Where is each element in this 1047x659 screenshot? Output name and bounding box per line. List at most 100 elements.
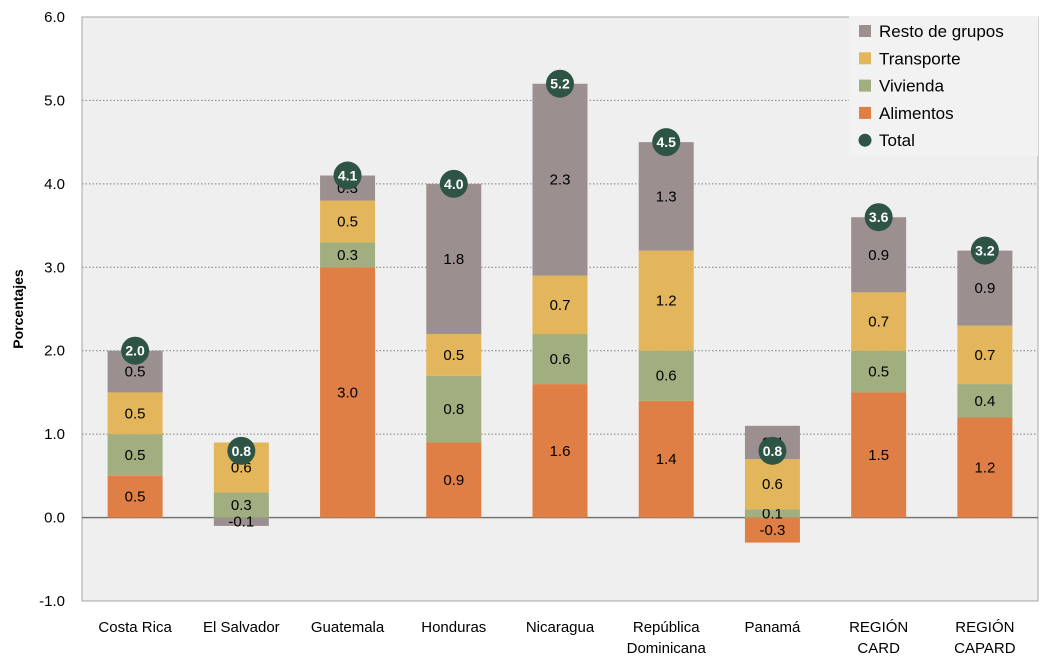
bar-segment xyxy=(320,242,376,268)
segment-label: -0.1 xyxy=(228,514,254,531)
segment-label: 0.6 xyxy=(656,368,677,385)
segment-label: 0.7 xyxy=(550,297,571,314)
bar-segment xyxy=(532,334,588,385)
y-tick-label: 3.0 xyxy=(44,259,65,276)
y-axis-title: Porcentajes xyxy=(10,269,26,349)
legend-swatch xyxy=(859,106,871,119)
x-category-label: REGIÓN xyxy=(849,619,908,636)
bar-segment xyxy=(213,517,269,526)
total-label: 0.8 xyxy=(232,443,252,459)
total-marker xyxy=(121,336,150,365)
bar-segment xyxy=(532,83,588,276)
total-label: 5.2 xyxy=(550,76,570,92)
bar-segment xyxy=(957,384,1013,418)
legend-swatch xyxy=(859,79,871,92)
total-marker xyxy=(439,169,468,198)
segment-label: 3.0 xyxy=(337,384,358,401)
bar-segment xyxy=(851,392,907,518)
total-label: 3.2 xyxy=(975,243,995,259)
segment-label: 0.3 xyxy=(231,497,252,514)
bar-segment xyxy=(851,350,907,393)
segment-label: 0.7 xyxy=(868,314,889,331)
legend-label: Transporte xyxy=(879,49,961,68)
legend-box xyxy=(849,16,1038,156)
segment-label: 0.5 xyxy=(125,489,146,506)
x-category-label: Costa Rica xyxy=(98,619,172,636)
x-category-label: República xyxy=(633,619,700,636)
bar-segment xyxy=(426,442,482,518)
bar-segment xyxy=(638,400,694,518)
bar-segment xyxy=(638,350,694,401)
bar-segment xyxy=(638,250,694,351)
total-marker xyxy=(758,436,787,465)
total-marker xyxy=(864,203,893,232)
bar-segment xyxy=(320,200,376,243)
x-category-label: CARD xyxy=(857,640,900,657)
bar-segment xyxy=(957,325,1013,385)
total-marker xyxy=(546,69,574,98)
legend-label: Total xyxy=(879,131,915,150)
segment-label: -0.3 xyxy=(760,522,786,539)
legend-label: Alimentos xyxy=(879,104,954,123)
total-label: 3.6 xyxy=(869,209,889,225)
bar-segment xyxy=(107,392,163,435)
segment-label: 0.5 xyxy=(125,405,146,422)
segment-label: 0.5 xyxy=(443,347,464,364)
y-tick-label: -1.0 xyxy=(39,593,65,610)
x-category-label: Guatemala xyxy=(311,619,385,636)
segment-label: 0.3 xyxy=(337,247,358,264)
bar-segment xyxy=(426,183,482,335)
total-label: 4.1 xyxy=(338,168,358,184)
segment-label: 1.6 xyxy=(550,443,571,460)
legend-label: Vivienda xyxy=(879,77,944,96)
segment-label: 1.5 xyxy=(868,447,889,464)
y-tick-label: 2.0 xyxy=(44,343,65,360)
y-tick-label: 4.0 xyxy=(44,176,65,193)
plot-border xyxy=(81,16,1039,602)
legend-swatch xyxy=(859,52,871,65)
y-tick-label: 0.0 xyxy=(44,510,65,527)
x-category-label: Panamá xyxy=(745,619,802,636)
x-category-label: Dominicana xyxy=(627,640,707,657)
bar-segment xyxy=(426,375,482,443)
total-marker xyxy=(333,161,362,190)
segment-label: 0.5 xyxy=(337,213,358,230)
y-tick-label: 6.0 xyxy=(44,9,65,26)
bar-segment xyxy=(213,492,269,518)
bar-segment xyxy=(107,475,163,518)
total-label: 4.5 xyxy=(656,134,676,150)
segment-label: 2.3 xyxy=(550,172,571,189)
bar-segment xyxy=(532,275,588,335)
bar-segment xyxy=(744,509,800,518)
segment-label: 1.4 xyxy=(656,451,677,468)
x-category-label: Honduras xyxy=(421,619,486,636)
x-category-label: Nicaragua xyxy=(526,619,595,636)
segment-label: 1.2 xyxy=(974,460,995,477)
segment-label: 0.5 xyxy=(868,364,889,381)
segment-label: 1.2 xyxy=(656,293,677,310)
segment-label: 1.3 xyxy=(656,188,677,205)
bar-segment xyxy=(638,142,694,251)
segment-label: 0.6 xyxy=(550,351,571,368)
bar-segment xyxy=(320,267,376,518)
bar-segment xyxy=(744,517,800,543)
segment-label: 0.9 xyxy=(868,247,889,264)
x-category-label: El Salvador xyxy=(203,619,280,636)
total-label: 2.0 xyxy=(125,343,145,359)
bar-segment xyxy=(426,334,482,376)
segment-label: 0.5 xyxy=(125,364,146,381)
bar-segment xyxy=(957,417,1013,518)
segment-label: 1.8 xyxy=(443,251,464,268)
segment-label: 0.6 xyxy=(762,476,783,493)
total-marker xyxy=(970,236,999,265)
y-tick-label: 5.0 xyxy=(44,92,65,109)
legend-swatch xyxy=(859,25,871,37)
segment-label: 0.9 xyxy=(974,280,995,297)
x-category-label: REGIÓN xyxy=(955,619,1014,636)
bar-segment xyxy=(532,384,588,518)
total-marker xyxy=(227,436,256,465)
bar-segment xyxy=(107,434,163,476)
segment-label: 0.4 xyxy=(974,393,995,410)
